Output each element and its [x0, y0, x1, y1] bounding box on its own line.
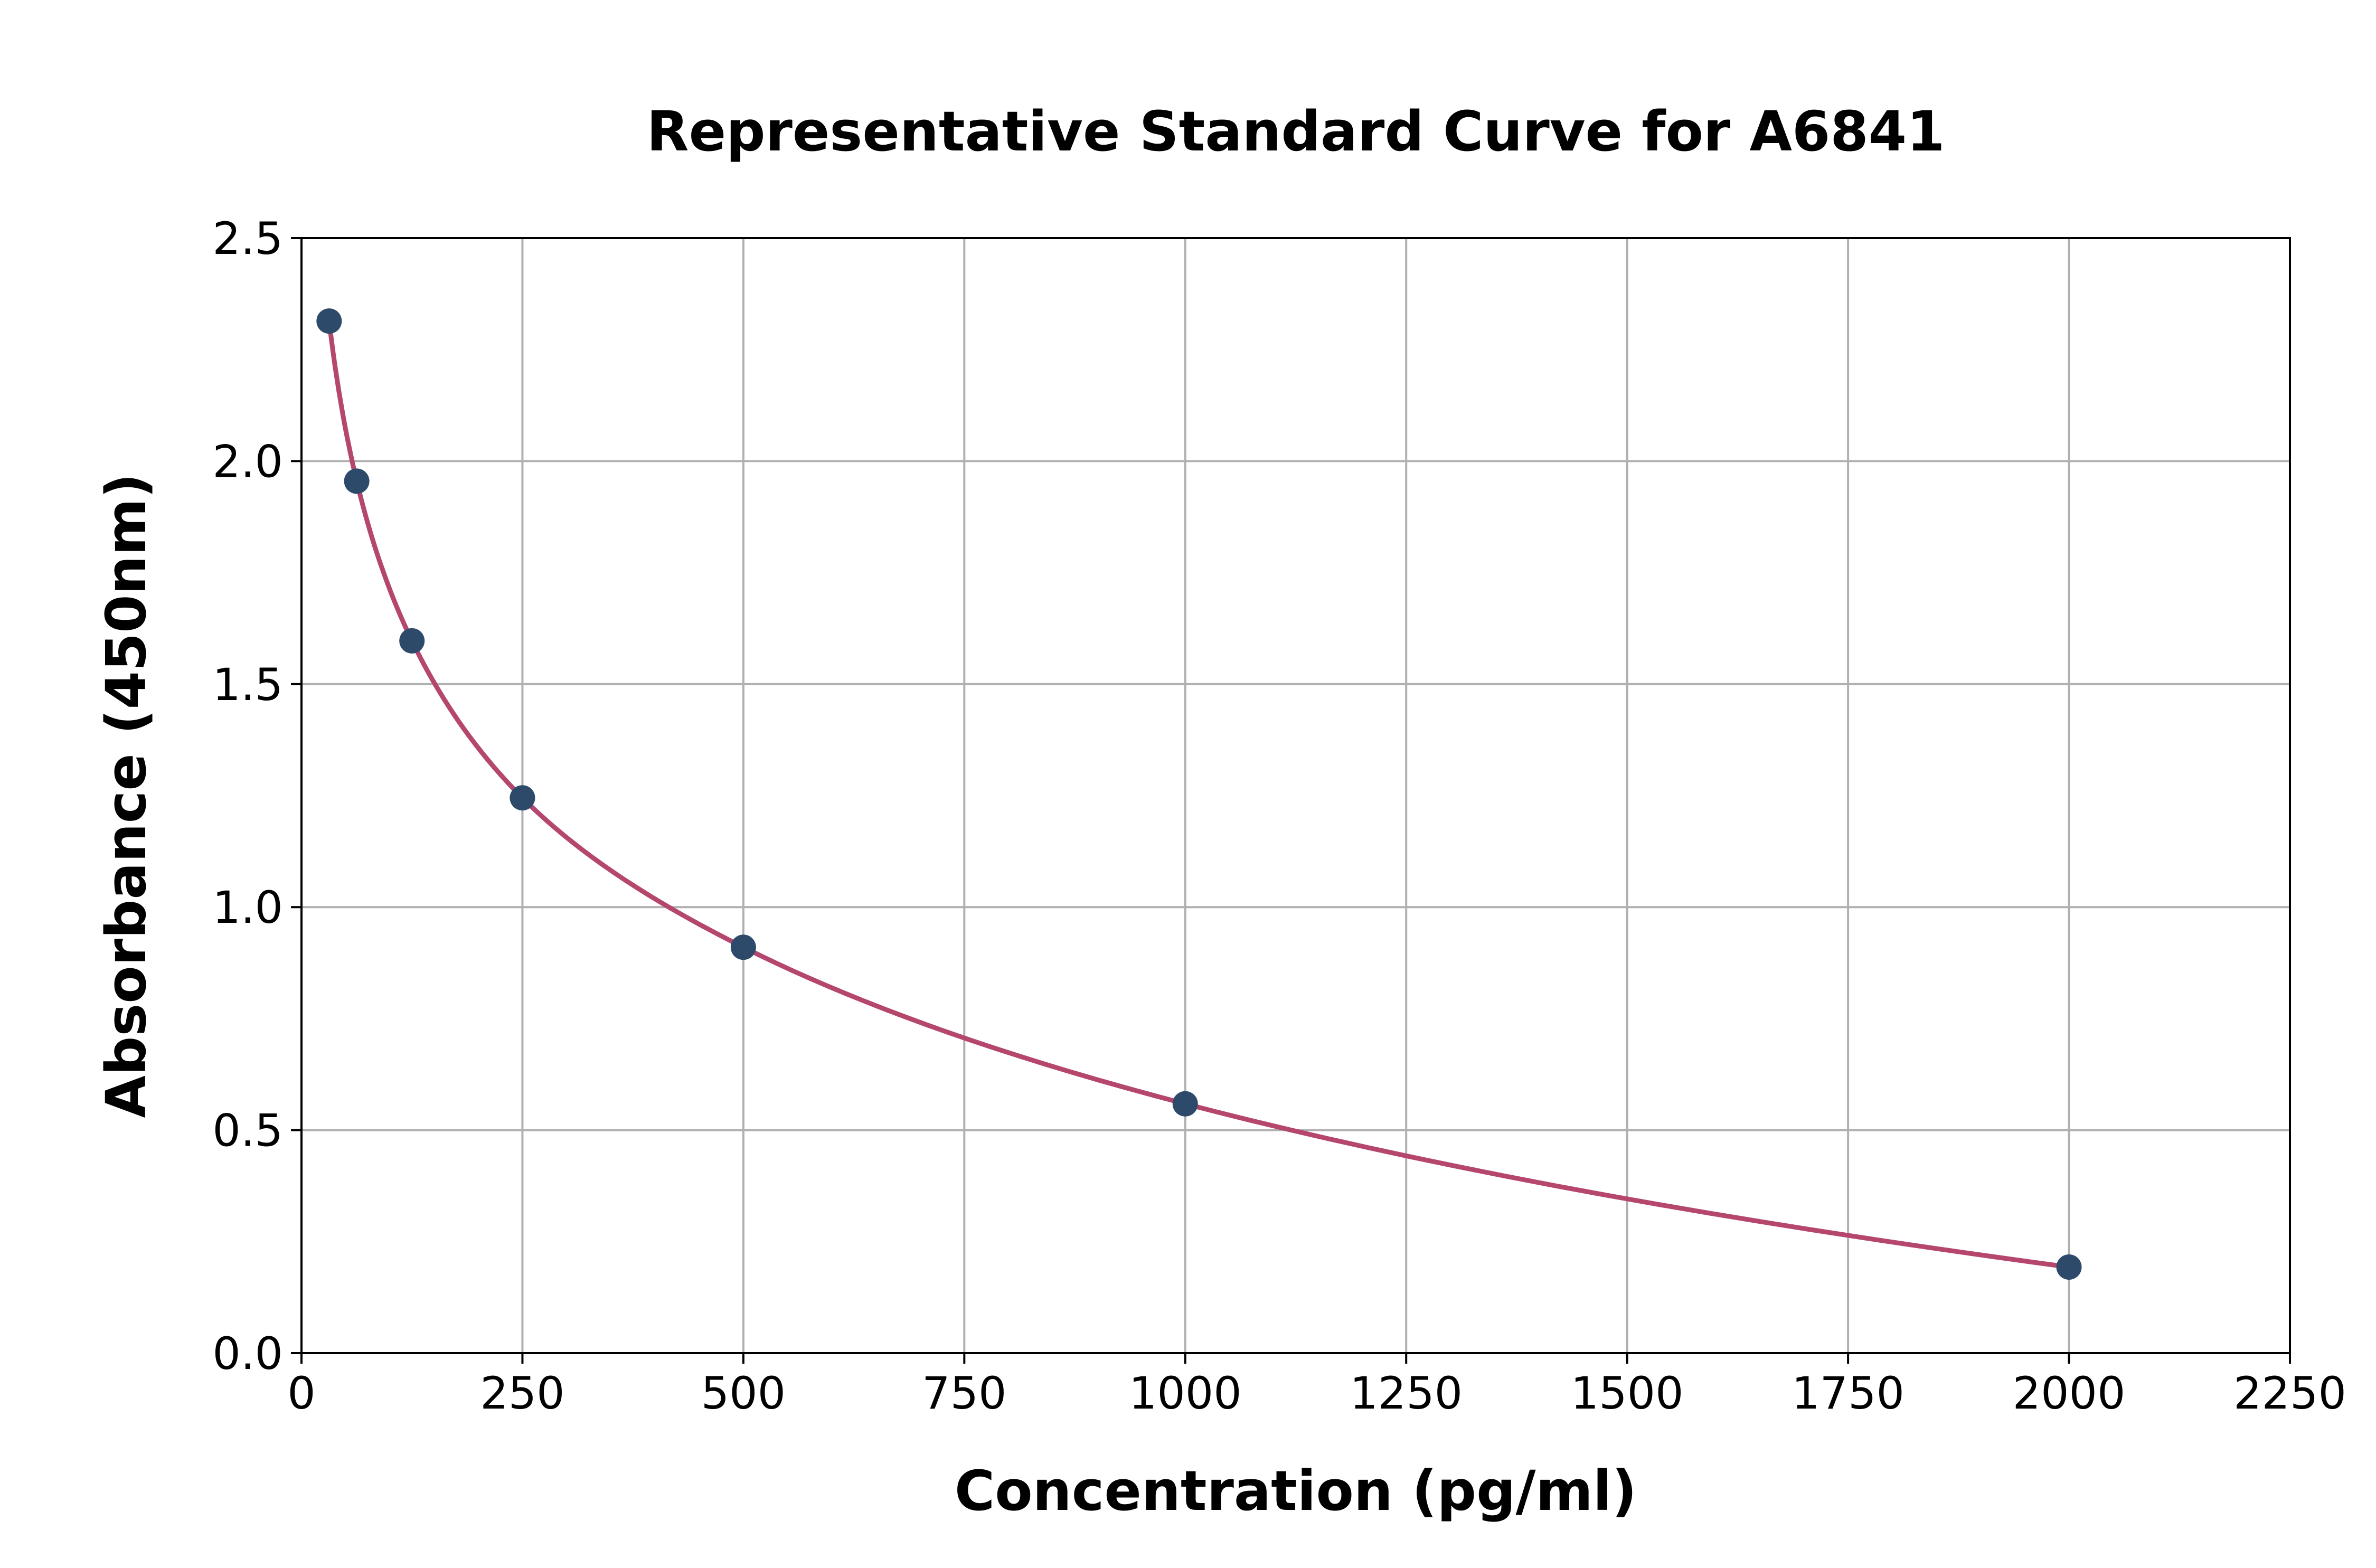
- fit-curve-line: [326, 320, 2070, 1270]
- x-tick-label: 1750: [1792, 1367, 1904, 1419]
- y-tick-label: 0.5: [212, 1105, 283, 1157]
- x-tick-label: 500: [701, 1367, 786, 1419]
- y-axis-label: Absorbance (450nm): [94, 473, 158, 1118]
- data-point: [2056, 1254, 2082, 1280]
- y-tick-label: 2.5: [212, 213, 283, 265]
- plot-frame: [300, 237, 2291, 1354]
- data-point: [399, 628, 425, 654]
- x-tick-label: 250: [480, 1367, 564, 1419]
- y-tick-label: 2.0: [212, 436, 283, 487]
- data-point: [1172, 1091, 1198, 1117]
- y-tick-label: 1.0: [212, 882, 283, 933]
- x-tick-label: 2000: [2013, 1367, 2126, 1419]
- data-point: [510, 785, 535, 811]
- chart-title: Representative Standard Curve for A6841: [647, 99, 1945, 164]
- x-axis-label: Concentration (pg/ml): [955, 1459, 1637, 1523]
- data-point: [344, 468, 370, 494]
- y-tick-label: 1.5: [212, 659, 283, 711]
- x-tick-label: 2250: [2233, 1367, 2346, 1419]
- grid: [300, 237, 2291, 1354]
- x-tick-label: 1500: [1571, 1367, 1684, 1419]
- y-axis-ticks: 0.0 0.5 1.0 1.5 2.0 2.5: [212, 213, 301, 1380]
- x-tick-label: 0: [287, 1367, 315, 1419]
- x-tick-label: 1000: [1129, 1367, 1242, 1419]
- data-points: [316, 308, 2082, 1280]
- y-tick-label: 0.0: [212, 1328, 283, 1380]
- fit-curve: [326, 320, 2070, 1270]
- x-tick-label: 1250: [1350, 1367, 1463, 1419]
- data-point: [730, 934, 756, 960]
- x-axis-ticks: 0 250 500 750 1000 1250 1500 1750 2000 2250: [287, 1353, 2346, 1419]
- x-tick-label: 750: [922, 1367, 1006, 1419]
- data-point: [316, 308, 342, 334]
